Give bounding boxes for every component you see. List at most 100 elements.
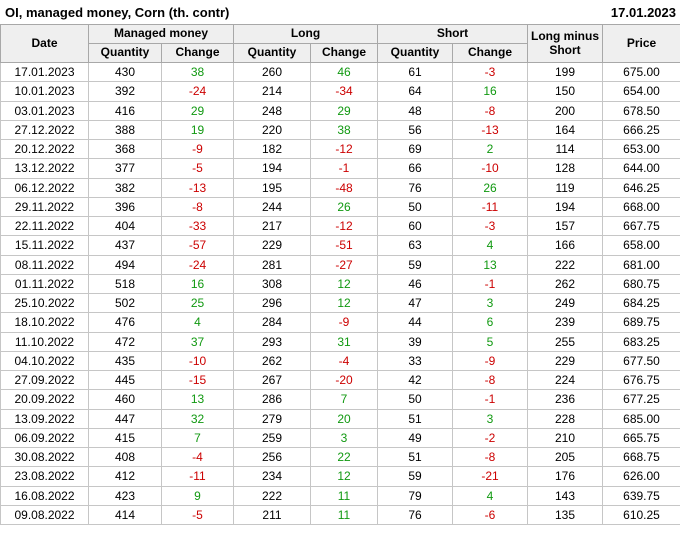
table-row: 06.09.2022 415 7 259 3 49 -2 210 665.75 <box>0 427 680 449</box>
long_quantity-cell: 211 <box>233 504 311 526</box>
date-cell: 06.09.2022 <box>0 427 89 449</box>
price-cell: 685.00 <box>602 408 680 429</box>
table-row: 04.10.2022 435 -10 262 -4 33 -9 229 677.50 <box>0 350 680 372</box>
mm_quantity-cell: 423 <box>88 485 162 506</box>
mm_change-cell: 19 <box>161 119 234 141</box>
long_change-cell: 26 <box>309 196 379 218</box>
mm_change-cell: 32 <box>161 408 234 429</box>
price-cell: 681.00 <box>602 254 680 275</box>
long_minus_short-cell: 205 <box>527 446 604 468</box>
table-row: 09.08.2022 414 -5 211 11 76 -6 135 610.25 <box>0 504 680 526</box>
mm_quantity-cell: 368 <box>88 138 162 160</box>
page-title: OI, managed money, Corn (th. contr) <box>5 4 230 20</box>
mm_change-cell: -13 <box>161 177 234 198</box>
mm_quantity-cell: 502 <box>88 292 162 314</box>
long_quantity-cell: 217 <box>233 215 311 237</box>
mm_change-cell: 4 <box>161 312 234 333</box>
price-cell: 610.25 <box>602 504 680 526</box>
short_change-cell: -1 <box>452 389 529 410</box>
price-cell: 677.50 <box>602 350 680 372</box>
col-header-short: Short <box>377 24 529 44</box>
short_change-cell: -21 <box>452 466 529 487</box>
long_minus_short-cell: 166 <box>527 235 604 256</box>
short_quantity-cell: 59 <box>377 254 454 275</box>
long_quantity-cell: 279 <box>233 408 311 429</box>
col-header-date: Date <box>0 24 89 63</box>
long_change-cell: 29 <box>309 100 379 121</box>
short_quantity-cell: 46 <box>377 273 454 295</box>
long_quantity-cell: 222 <box>233 485 311 506</box>
long_quantity-cell: 234 <box>233 466 311 487</box>
short_quantity-cell: 51 <box>377 446 454 468</box>
table-row: 03.01.2023 416 29 248 29 48 -8 200 678.50 <box>0 100 680 121</box>
mm_change-cell: 16 <box>161 273 234 295</box>
table-row: 29.11.2022 396 -8 244 26 50 -11 194 668.00 <box>0 196 680 218</box>
short_quantity-cell: 66 <box>377 158 454 179</box>
col-header-long-minus-short: Long minus Short <box>527 24 604 63</box>
long_minus_short-cell: 228 <box>527 408 604 429</box>
mm_change-cell: -11 <box>161 466 234 487</box>
price-cell: 644.00 <box>602 158 680 179</box>
short_change-cell: 5 <box>452 331 529 352</box>
short_change-cell: -9 <box>452 350 529 372</box>
long_quantity-cell: 244 <box>233 196 311 218</box>
long_change-cell: 12 <box>309 466 379 487</box>
long_change-cell: -12 <box>309 138 379 160</box>
long_minus_short-cell: 200 <box>527 100 604 121</box>
mm_quantity-cell: 377 <box>88 158 162 179</box>
short_quantity-cell: 49 <box>377 427 454 449</box>
date-cell: 20.12.2022 <box>0 138 89 160</box>
col-header-price: Price <box>602 24 680 63</box>
long_minus_short-cell: 199 <box>527 61 604 83</box>
long_change-cell: 22 <box>309 446 379 468</box>
long_minus_short-cell: 157 <box>527 215 604 237</box>
table-row: 18.10.2022 476 4 284 -9 44 6 239 689.75 <box>0 312 680 333</box>
table-row: 10.01.2023 392 -24 214 -34 64 16 150 654.00 <box>0 81 680 102</box>
date-cell: 27.12.2022 <box>0 119 89 141</box>
mm_change-cell: -10 <box>161 350 234 372</box>
long_quantity-cell: 194 <box>233 158 311 179</box>
long_minus_short-cell: 239 <box>527 312 604 333</box>
table-row: 11.10.2022 472 37 293 31 39 5 255 683.25 <box>0 331 680 352</box>
date-cell: 27.09.2022 <box>0 369 89 391</box>
short_quantity-cell: 48 <box>377 100 454 121</box>
long_change-cell: 11 <box>309 504 379 526</box>
short_quantity-cell: 59 <box>377 466 454 487</box>
date-cell: 17.01.2023 <box>0 61 89 83</box>
date-cell: 30.08.2022 <box>0 446 89 468</box>
long_change-cell: -20 <box>309 369 379 391</box>
price-cell: 676.75 <box>602 369 680 391</box>
date-cell: 08.11.2022 <box>0 254 89 275</box>
date-cell: 20.09.2022 <box>0 389 89 410</box>
price-cell: 684.25 <box>602 292 680 314</box>
long_change-cell: 3 <box>309 427 379 449</box>
table-row: 13.12.2022 377 -5 194 -1 66 -10 128 644.00 <box>0 158 680 179</box>
mm_quantity-cell: 412 <box>88 466 162 487</box>
mm_change-cell: -24 <box>161 81 234 102</box>
price-cell: 639.75 <box>602 485 680 506</box>
price-cell: 666.25 <box>602 119 680 141</box>
date-cell: 06.12.2022 <box>0 177 89 198</box>
short_change-cell: 13 <box>452 254 529 275</box>
short_change-cell: -8 <box>452 100 529 121</box>
col-header-long-quantity: Quantity <box>233 43 311 63</box>
mm_change-cell: -8 <box>161 196 234 218</box>
long_quantity-cell: 248 <box>233 100 311 121</box>
long_quantity-cell: 281 <box>233 254 311 275</box>
short_change-cell: -6 <box>452 504 529 526</box>
mm_quantity-cell: 408 <box>88 446 162 468</box>
mm_quantity-cell: 447 <box>88 408 162 429</box>
mm_quantity-cell: 416 <box>88 100 162 121</box>
long_minus_short-cell: 262 <box>527 273 604 295</box>
short_change-cell: 6 <box>452 312 529 333</box>
title-bar: OI, managed money, Corn (th. contr) 17.0… <box>0 0 680 24</box>
short_change-cell: -11 <box>452 196 529 218</box>
price-cell: 658.00 <box>602 235 680 256</box>
long_quantity-cell: 260 <box>233 61 311 83</box>
date-cell: 10.01.2023 <box>0 81 89 102</box>
table-header: Date Managed money Long Short Long minus… <box>0 24 680 63</box>
mm_quantity-cell: 415 <box>88 427 162 449</box>
date-cell: 16.08.2022 <box>0 485 89 506</box>
mm_quantity-cell: 396 <box>88 196 162 218</box>
